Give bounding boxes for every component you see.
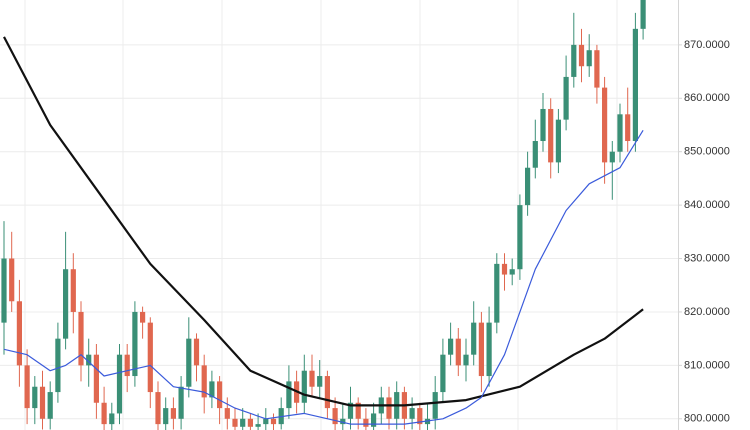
candle-body bbox=[347, 402, 354, 419]
candle-body bbox=[571, 44, 577, 77]
candle-body bbox=[532, 141, 538, 168]
candle-body bbox=[263, 418, 269, 425]
candle-body bbox=[193, 338, 200, 366]
candle-body bbox=[224, 408, 230, 419]
candle-body bbox=[155, 392, 161, 425]
candle-body bbox=[217, 381, 223, 409]
candle-body bbox=[140, 311, 146, 323]
candle-body bbox=[317, 376, 323, 387]
moving-average-line bbox=[3, 129, 644, 425]
candle-body bbox=[501, 263, 508, 275]
candle-body bbox=[417, 408, 423, 425]
candle-body bbox=[247, 418, 253, 427]
y-tick-label: 820.0000 bbox=[684, 306, 730, 318]
candle-body bbox=[371, 413, 377, 427]
y-tick-label: 800.0000 bbox=[684, 413, 730, 425]
candle-body bbox=[209, 381, 215, 398]
candle-body bbox=[525, 167, 531, 206]
candle-body bbox=[386, 397, 392, 419]
y-tick-label: 860.0000 bbox=[684, 92, 730, 104]
y-tick-label: 870.0000 bbox=[684, 39, 730, 51]
candle-body bbox=[340, 418, 346, 425]
candles bbox=[1, 0, 646, 430]
candle-body bbox=[78, 311, 84, 366]
y-tick-label: 830.0000 bbox=[684, 252, 730, 264]
candle-body bbox=[540, 108, 546, 142]
candle-body bbox=[201, 365, 207, 398]
candle-body bbox=[93, 354, 99, 403]
candle-body bbox=[147, 322, 153, 393]
candle-body bbox=[309, 370, 315, 387]
candle-body bbox=[286, 381, 292, 409]
candle-body bbox=[47, 392, 53, 419]
candle-body bbox=[363, 418, 369, 427]
y-tick-label: 840.0000 bbox=[684, 199, 730, 211]
candle-body bbox=[355, 402, 361, 419]
candle-body bbox=[32, 386, 38, 409]
candle-body bbox=[1, 258, 7, 323]
candle-body bbox=[494, 263, 500, 323]
candle-body bbox=[163, 408, 169, 425]
candle-body bbox=[116, 354, 123, 414]
candle-body bbox=[594, 50, 600, 88]
candle-body bbox=[448, 338, 454, 355]
candle-body bbox=[509, 269, 515, 275]
candle-body bbox=[9, 258, 15, 302]
candle-body bbox=[609, 151, 615, 163]
candle-body bbox=[170, 408, 176, 419]
candle-body bbox=[632, 28, 638, 142]
candle-body bbox=[463, 354, 469, 366]
candle-body bbox=[478, 322, 484, 377]
candle-body bbox=[625, 114, 631, 142]
y-tick-label: 810.0000 bbox=[684, 359, 730, 371]
candle-body bbox=[16, 301, 22, 366]
candle-body bbox=[63, 269, 69, 339]
moving-average-line bbox=[3, 36, 644, 407]
candle-body bbox=[178, 386, 184, 419]
candle-body bbox=[432, 392, 438, 419]
candle-body bbox=[24, 365, 30, 409]
candle-body bbox=[409, 408, 415, 419]
candle-body bbox=[471, 322, 477, 355]
candle-body bbox=[548, 108, 554, 163]
candle-body bbox=[255, 424, 261, 427]
candle-body bbox=[617, 114, 623, 152]
y-tick-label: 850.0000 bbox=[684, 146, 730, 158]
candle-body bbox=[455, 338, 461, 366]
candle-body bbox=[109, 413, 115, 425]
candle-body bbox=[86, 354, 92, 366]
candle-body bbox=[101, 402, 107, 425]
candle-body bbox=[70, 269, 76, 312]
candle-body bbox=[440, 354, 446, 393]
candle-body bbox=[132, 311, 138, 377]
candle-body bbox=[563, 76, 569, 120]
candle-body bbox=[39, 386, 46, 419]
candle-body bbox=[324, 376, 330, 409]
candle-body bbox=[578, 44, 585, 67]
candle-body bbox=[240, 418, 246, 427]
candle-body bbox=[332, 408, 338, 425]
candle-body bbox=[517, 205, 523, 270]
candle-body bbox=[55, 338, 61, 393]
candle-body bbox=[232, 418, 238, 427]
candle-body bbox=[602, 87, 608, 163]
candle-body bbox=[301, 370, 307, 403]
candle-body bbox=[640, 0, 646, 29]
candle-body bbox=[124, 354, 130, 377]
candle-body bbox=[186, 338, 192, 387]
candle-body bbox=[586, 50, 592, 67]
candle-body bbox=[270, 418, 277, 425]
candle-body bbox=[486, 322, 492, 377]
candle-body bbox=[555, 119, 561, 163]
